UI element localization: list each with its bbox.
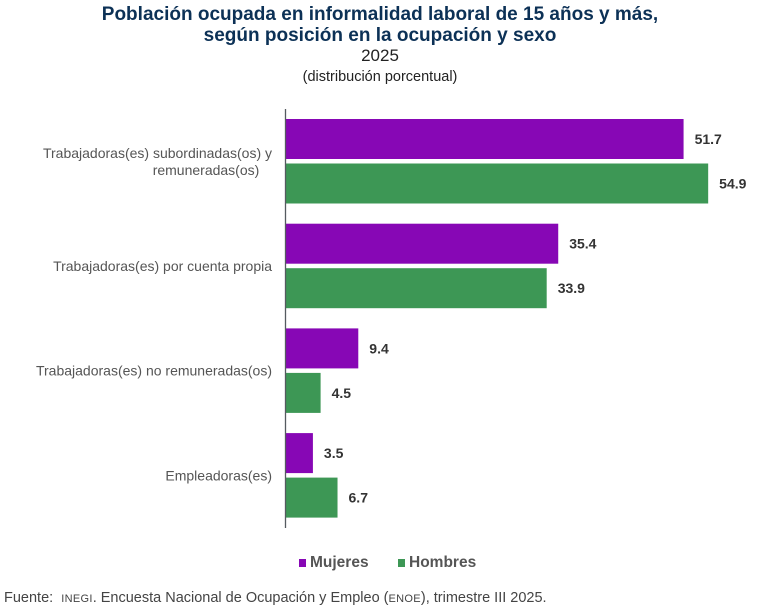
category-label-line: Trabajadoras(es) subordinadas(os) y — [43, 145, 272, 161]
value-label-hombres-2: 4.5 — [332, 385, 352, 401]
category-label-trabajadoras-es-no-remuneradas-os: Trabajadoras(es) no remuneradas(os) — [36, 363, 272, 379]
source-text1: . Encuesta Nacional de Ocupación y Emple… — [92, 590, 389, 606]
source-org: INEGI — [61, 593, 93, 605]
category-label-trabajadoras-es-por-cuenta-propia: Trabajadoras(es) por cuenta propia — [53, 258, 272, 274]
category-label-line: Trabajadoras(es) no remuneradas(os) — [36, 363, 272, 379]
value-label-hombres-3: 6.7 — [349, 490, 369, 506]
bar-mujeres-1 — [286, 223, 559, 264]
source-prefix: Fuente: — [4, 590, 54, 606]
value-label-mujeres-3: 3.5 — [324, 445, 344, 461]
value-label-mujeres-2: 9.4 — [369, 340, 389, 356]
legend-label-hombres: Hombres — [409, 554, 477, 571]
category-label-line: remuneradas(os) — [153, 162, 260, 178]
bar-hombres-1 — [286, 268, 547, 309]
source-survey: ENOE — [388, 593, 421, 605]
value-label-mujeres-0: 51.7 — [695, 131, 722, 147]
chart-subtitle: (distribución porcentual) — [302, 69, 458, 85]
category-label-line: Trabajadoras(es) por cuenta propia — [53, 258, 272, 274]
category-label-empleadoras-es: Empleadoras(es) — [165, 467, 272, 483]
value-label-hombres-1: 33.9 — [558, 280, 585, 296]
value-label-mujeres-1: 35.4 — [569, 236, 596, 252]
bar-hombres-3 — [286, 477, 338, 518]
bar-mujeres-2 — [286, 328, 359, 369]
source-text2: ), trimestre III 2025. — [420, 590, 547, 606]
bar-hombres-0 — [286, 163, 709, 204]
legend: Mujeres Hombres — [0, 553, 760, 575]
legend-item-mujeres[interactable]: Mujeres — [299, 553, 369, 573]
chart-title-line2: según posición en la ocupación y sexo — [203, 25, 557, 46]
legend-item-hombres[interactable]: Hombres — [398, 553, 476, 573]
category-label-line: Empleadoras(es) — [165, 467, 272, 483]
bar-chart: Trabajadoras(es) subordinadas(os) y remun… — [36, 109, 747, 528]
legend-label-mujeres: Mujeres — [310, 554, 369, 571]
chart-title-line1: Población ocupada en informalidad labora… — [101, 4, 659, 25]
bar-hombres-2 — [286, 372, 321, 413]
value-label-hombres-0: 54.9 — [719, 176, 746, 192]
bar-mujeres-3 — [286, 433, 313, 474]
legend-swatch-mujeres — [299, 559, 306, 567]
chart-year: 2025 — [361, 46, 399, 65]
source-note: Fuente: INEGI. Encuesta Nacional de Ocup… — [4, 589, 547, 608]
category-label-trabajadoras-es-subordinadas-os-y-remuneradas-os: Trabajadoras(es) subordinadas(os) y remun… — [43, 145, 272, 178]
bar-mujeres-0 — [286, 119, 684, 159]
legend-swatch-hombres — [398, 559, 405, 567]
